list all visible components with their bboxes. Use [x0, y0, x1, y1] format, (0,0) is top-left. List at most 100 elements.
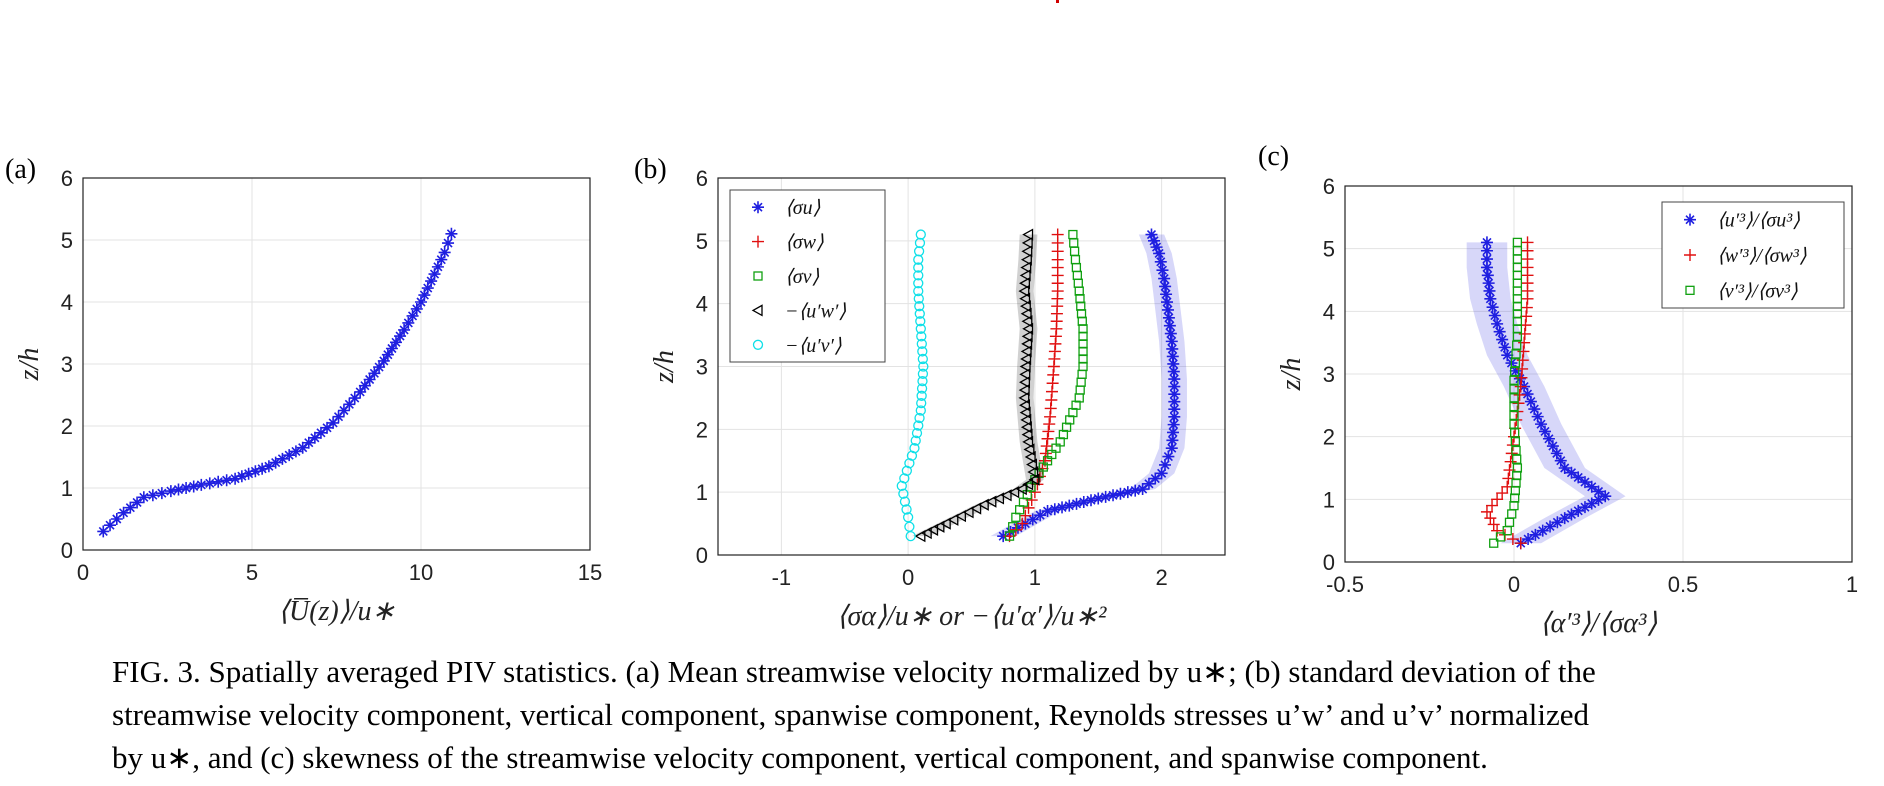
data-point: [389, 336, 402, 349]
data-point: [1487, 518, 1500, 531]
y-tick-label: 3: [696, 355, 708, 380]
data-point: [343, 398, 356, 411]
data-point: [1531, 410, 1544, 423]
data-point: [172, 483, 185, 496]
data-point: [104, 519, 117, 532]
data-point: [913, 270, 924, 281]
data-point: [1480, 236, 1493, 249]
data-point: [1558, 512, 1571, 525]
data-point: [187, 480, 200, 493]
data-point: [1167, 357, 1180, 370]
data-point: [1019, 509, 1032, 522]
data-point: [1509, 393, 1519, 403]
data-point: [1481, 269, 1494, 282]
data-point: [997, 530, 1010, 543]
panel-label: (b): [634, 154, 667, 185]
data-point: [110, 513, 123, 525]
legend-marker: [752, 201, 764, 214]
data-point: [1040, 440, 1053, 453]
data-point: [1165, 335, 1178, 348]
data-point: [1019, 360, 1031, 373]
x-axis-label: ⟨U̅(z)⟩/u∗: [278, 596, 395, 627]
data-point: [1142, 477, 1155, 490]
data-point: [1506, 533, 1519, 546]
data-point: [1078, 354, 1088, 364]
caption-line-2: streamwise velocity component, vertical …: [112, 697, 1589, 732]
data-point: [1114, 487, 1127, 500]
legend-label: ⟨σu⟩: [785, 197, 821, 219]
y-tick-label: 0: [61, 538, 73, 563]
data-point: [425, 275, 438, 288]
data-point: [1507, 509, 1517, 519]
figure-caption: FIG. 3. Spatially averaged PIV statistic…: [112, 650, 1872, 779]
legend: ⟨σu⟩ ⟨σw⟩ ⟨σv⟩ −⟨u′w′⟩ −⟨u′v′⟩: [729, 189, 886, 363]
data-point: [410, 302, 423, 315]
data-point: [1121, 486, 1134, 499]
data-point: [1509, 401, 1519, 412]
data-point: [933, 520, 945, 533]
data-point: [1509, 375, 1519, 385]
data-point: [1008, 486, 1020, 499]
data-point: [1167, 426, 1180, 439]
data-point: [1168, 380, 1181, 393]
data-point: [445, 227, 458, 240]
data-point: [1075, 385, 1085, 395]
data-point: [1020, 261, 1032, 274]
data-point: [1512, 294, 1523, 304]
data-point: [1491, 317, 1504, 330]
data-point: [406, 309, 419, 322]
y-tick-label: 2: [61, 414, 73, 439]
data-point: [1162, 450, 1175, 463]
data-point: [1510, 358, 1521, 368]
data-point: [1022, 435, 1034, 449]
data-point: [368, 367, 381, 380]
data-point: [1512, 254, 1523, 264]
data-point: [913, 285, 924, 297]
data-point: [1022, 322, 1034, 335]
data-point: [1107, 489, 1120, 502]
y-tick-label: 1: [696, 480, 708, 505]
data-point: [117, 506, 130, 519]
data-point: [1073, 278, 1083, 288]
data-point: [1099, 490, 1112, 503]
axes-frame: [82, 177, 591, 551]
data-point: [373, 361, 386, 374]
data-point: [902, 512, 914, 523]
x-tick-label: 15: [578, 560, 602, 585]
data-point: [1009, 523, 1022, 536]
legend-label: ⟨σw⟩: [785, 232, 824, 254]
data-point: [1510, 493, 1520, 503]
data-point: [904, 521, 915, 532]
data-point: [913, 246, 925, 257]
data-point: [124, 501, 137, 514]
data-point: [1020, 345, 1032, 358]
data-point: [1585, 497, 1598, 510]
data-point: [146, 489, 159, 502]
legend-marker: [1684, 213, 1696, 226]
data-point: [1162, 311, 1175, 324]
data-point: [1155, 467, 1168, 480]
data-point: [1512, 237, 1523, 248]
y-tick-label: 0: [696, 543, 708, 568]
x-axis-label: ⟨α′³⟩/⟨σα³⟩: [1540, 608, 1658, 639]
legend-label: −⟨u′w′⟩: [785, 300, 846, 322]
data-point: [1512, 270, 1523, 280]
data-point: [1016, 517, 1029, 530]
series-4: [911, 228, 1044, 543]
data-point: [917, 376, 928, 387]
data-point: [1019, 368, 1031, 381]
data-point: [910, 435, 921, 446]
data-point: [1136, 483, 1149, 496]
data-point: [1042, 425, 1055, 438]
data-point: [1513, 388, 1526, 401]
data-point: [1015, 482, 1027, 496]
data-point: [1008, 522, 1018, 532]
data-point: [212, 475, 225, 488]
data-point: [131, 496, 144, 509]
x-axis-label: ⟨σα⟩/u∗ or −⟨u′α′⟩/u∗²: [837, 601, 1107, 632]
data-point: [1565, 508, 1578, 521]
data-point: [1572, 471, 1585, 484]
data-point: [1512, 454, 1522, 464]
data-point: [1578, 476, 1591, 489]
data-point: [1483, 284, 1496, 297]
